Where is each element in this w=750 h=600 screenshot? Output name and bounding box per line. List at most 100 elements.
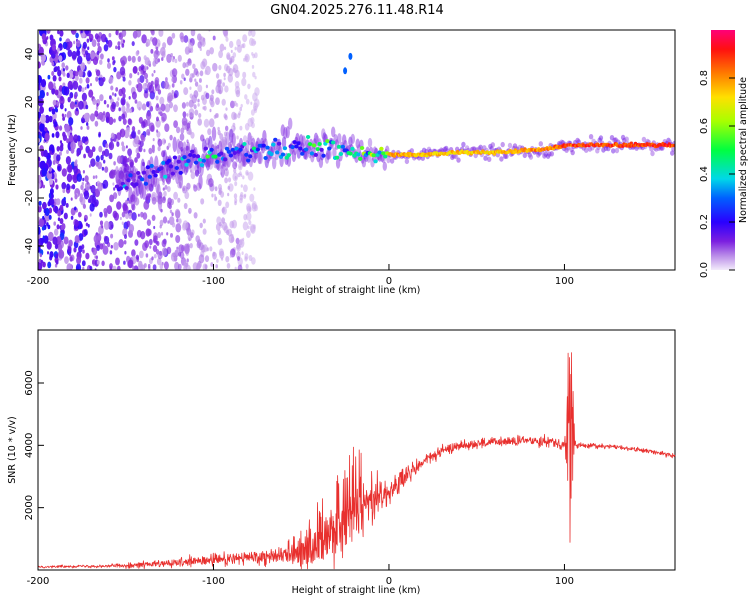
heatmap-noise-blob bbox=[55, 131, 60, 139]
heatmap-ridge-blob bbox=[317, 142, 322, 146]
heatmap-ridge-blob bbox=[377, 150, 382, 155]
heatmap-noise-blob bbox=[157, 146, 161, 152]
heatmap-noise-blob bbox=[242, 175, 245, 180]
heatmap-noise-blob bbox=[68, 134, 74, 143]
heatmap-noise-blob bbox=[209, 108, 212, 113]
heatmap-ridge-halo bbox=[331, 126, 336, 138]
heatmap-noise-blob bbox=[205, 84, 208, 89]
heatmap-ridge-blob bbox=[145, 165, 151, 170]
heatmap-noise-blob bbox=[171, 222, 176, 228]
snr-y-tick-label: 6000 bbox=[24, 370, 35, 395]
heatmap-noise-blob bbox=[148, 238, 153, 246]
heatmap-ridge-halo bbox=[301, 135, 306, 147]
heatmap-ridge-blob bbox=[136, 171, 141, 175]
heatmap-noise-blob bbox=[197, 98, 200, 103]
heatmap-noise-blob bbox=[113, 192, 118, 200]
heatmap-noise-blob bbox=[70, 197, 73, 201]
heatmap-noise-blob bbox=[68, 239, 73, 247]
heatmap-noise-blob bbox=[122, 93, 126, 99]
heatmap-noise-blob bbox=[197, 103, 200, 107]
heatmap-noise-blob bbox=[226, 52, 231, 60]
heatmap-noise-blob bbox=[46, 30, 51, 34]
heatmap-noise-blob bbox=[170, 252, 177, 262]
heatmap-noise-blob bbox=[136, 101, 143, 111]
heatmap-noise-blob bbox=[74, 101, 77, 105]
heatmap-ridge-blob bbox=[334, 155, 340, 160]
heatmap-noise-blob bbox=[154, 58, 159, 65]
heatmap-noise-blob bbox=[217, 199, 222, 206]
heatmap-noise-blob bbox=[161, 247, 168, 257]
heatmap-noise-blob bbox=[42, 184, 45, 189]
heatmap-noise-blob bbox=[154, 77, 160, 85]
heatmap-noise-blob bbox=[210, 262, 214, 267]
heatmap-noise-blob bbox=[138, 107, 141, 111]
heatmap-noise-blob bbox=[185, 101, 189, 107]
heatmap-noise-blob bbox=[62, 131, 66, 138]
heatmap-noise-blob bbox=[241, 77, 247, 87]
heatmap-noise-blob bbox=[135, 50, 139, 57]
heatmap-noise-blob bbox=[141, 34, 147, 44]
heatmap-noise-blob bbox=[59, 103, 64, 110]
heatmap-noise-blob bbox=[125, 145, 128, 149]
heatmap-ridge-halo bbox=[272, 156, 277, 170]
heatmap-noise-blob bbox=[98, 145, 103, 153]
heatmap-noise-blob bbox=[177, 263, 182, 270]
heatmap-noise-blob bbox=[203, 118, 210, 128]
heatmap-noise-blob bbox=[86, 84, 90, 89]
heatmap-noise-blob bbox=[186, 113, 189, 117]
heatmap-noise-blob bbox=[232, 64, 239, 74]
heatmap-outlier-blob bbox=[343, 67, 348, 75]
colorbar: 0.0 0.2 0.4 0.6 0.8 Normalized spectral ampl… bbox=[699, 30, 749, 278]
heatmap-y-axis: -40 -20 0 20 40 bbox=[24, 48, 44, 254]
heatmap-noise-blob bbox=[79, 196, 83, 203]
heatmap-noise-blob bbox=[38, 228, 41, 235]
heatmap-noise-blob bbox=[62, 41, 68, 50]
heatmap-noise-blob bbox=[225, 256, 230, 263]
heatmap-ridge-blob bbox=[128, 173, 133, 178]
heatmap-noise-blob bbox=[82, 249, 85, 254]
heatmap-noise-blob bbox=[84, 86, 87, 90]
heatmap-noise-blob bbox=[155, 95, 159, 101]
heatmap-ridge-blob bbox=[232, 151, 237, 155]
heatmap-noise-blob bbox=[145, 78, 149, 84]
heatmap-ridge-blob bbox=[141, 170, 147, 175]
heatmap-ridge-blob bbox=[348, 151, 353, 156]
heatmap-ridge-halo bbox=[350, 133, 355, 144]
heatmap-ridge-halo bbox=[247, 132, 252, 146]
heatmap-noise-blob bbox=[99, 243, 104, 250]
heatmap-y-tick-label: -20 bbox=[24, 190, 35, 206]
heatmap-noise-blob bbox=[150, 125, 155, 132]
heatmap-ridge-halo bbox=[453, 153, 459, 159]
heatmap-noise-blob bbox=[200, 94, 205, 101]
heatmap-noise-blob bbox=[113, 161, 116, 166]
heatmap-noise-blob bbox=[69, 92, 74, 99]
heatmap-noise-blob bbox=[137, 30, 141, 36]
heatmap-noise-blob bbox=[79, 145, 83, 151]
snr-series-line bbox=[37, 352, 676, 570]
heatmap-noise-blob bbox=[192, 262, 199, 270]
heatmap-noise-blob bbox=[166, 53, 172, 64]
heatmap-noise-blob bbox=[87, 46, 90, 50]
heatmap-ridge-halo bbox=[337, 133, 342, 144]
heatmap-noise-blob bbox=[59, 140, 63, 144]
heatmap-noise-blob bbox=[254, 75, 257, 80]
heatmap-noise-blob bbox=[79, 77, 83, 84]
heatmap-noise-blob bbox=[54, 66, 58, 72]
heatmap-noise-blob bbox=[115, 101, 120, 107]
heatmap-noise-blob bbox=[161, 112, 167, 122]
heatmap-noise-blob bbox=[78, 69, 84, 78]
heatmap-noise-blob bbox=[134, 99, 138, 104]
heatmap-noise-blob bbox=[110, 244, 114, 249]
heatmap-ridge-halo bbox=[198, 174, 203, 190]
heatmap-noise-blob bbox=[220, 191, 225, 198]
heatmap-noise-blob bbox=[209, 94, 214, 102]
heatmap-noise-blob bbox=[96, 244, 100, 251]
heatmap-noise-blob bbox=[60, 95, 64, 101]
heatmap-noise-blob bbox=[222, 206, 225, 210]
heatmap-noise-blob bbox=[153, 70, 156, 74]
heatmap-ridge-blob bbox=[336, 144, 342, 149]
heatmap-y-tick-label: 20 bbox=[24, 96, 35, 109]
heatmap-noise-blob bbox=[136, 82, 143, 93]
heatmap-ridge-blob bbox=[230, 147, 235, 152]
heatmap-noise-blob bbox=[100, 53, 104, 60]
